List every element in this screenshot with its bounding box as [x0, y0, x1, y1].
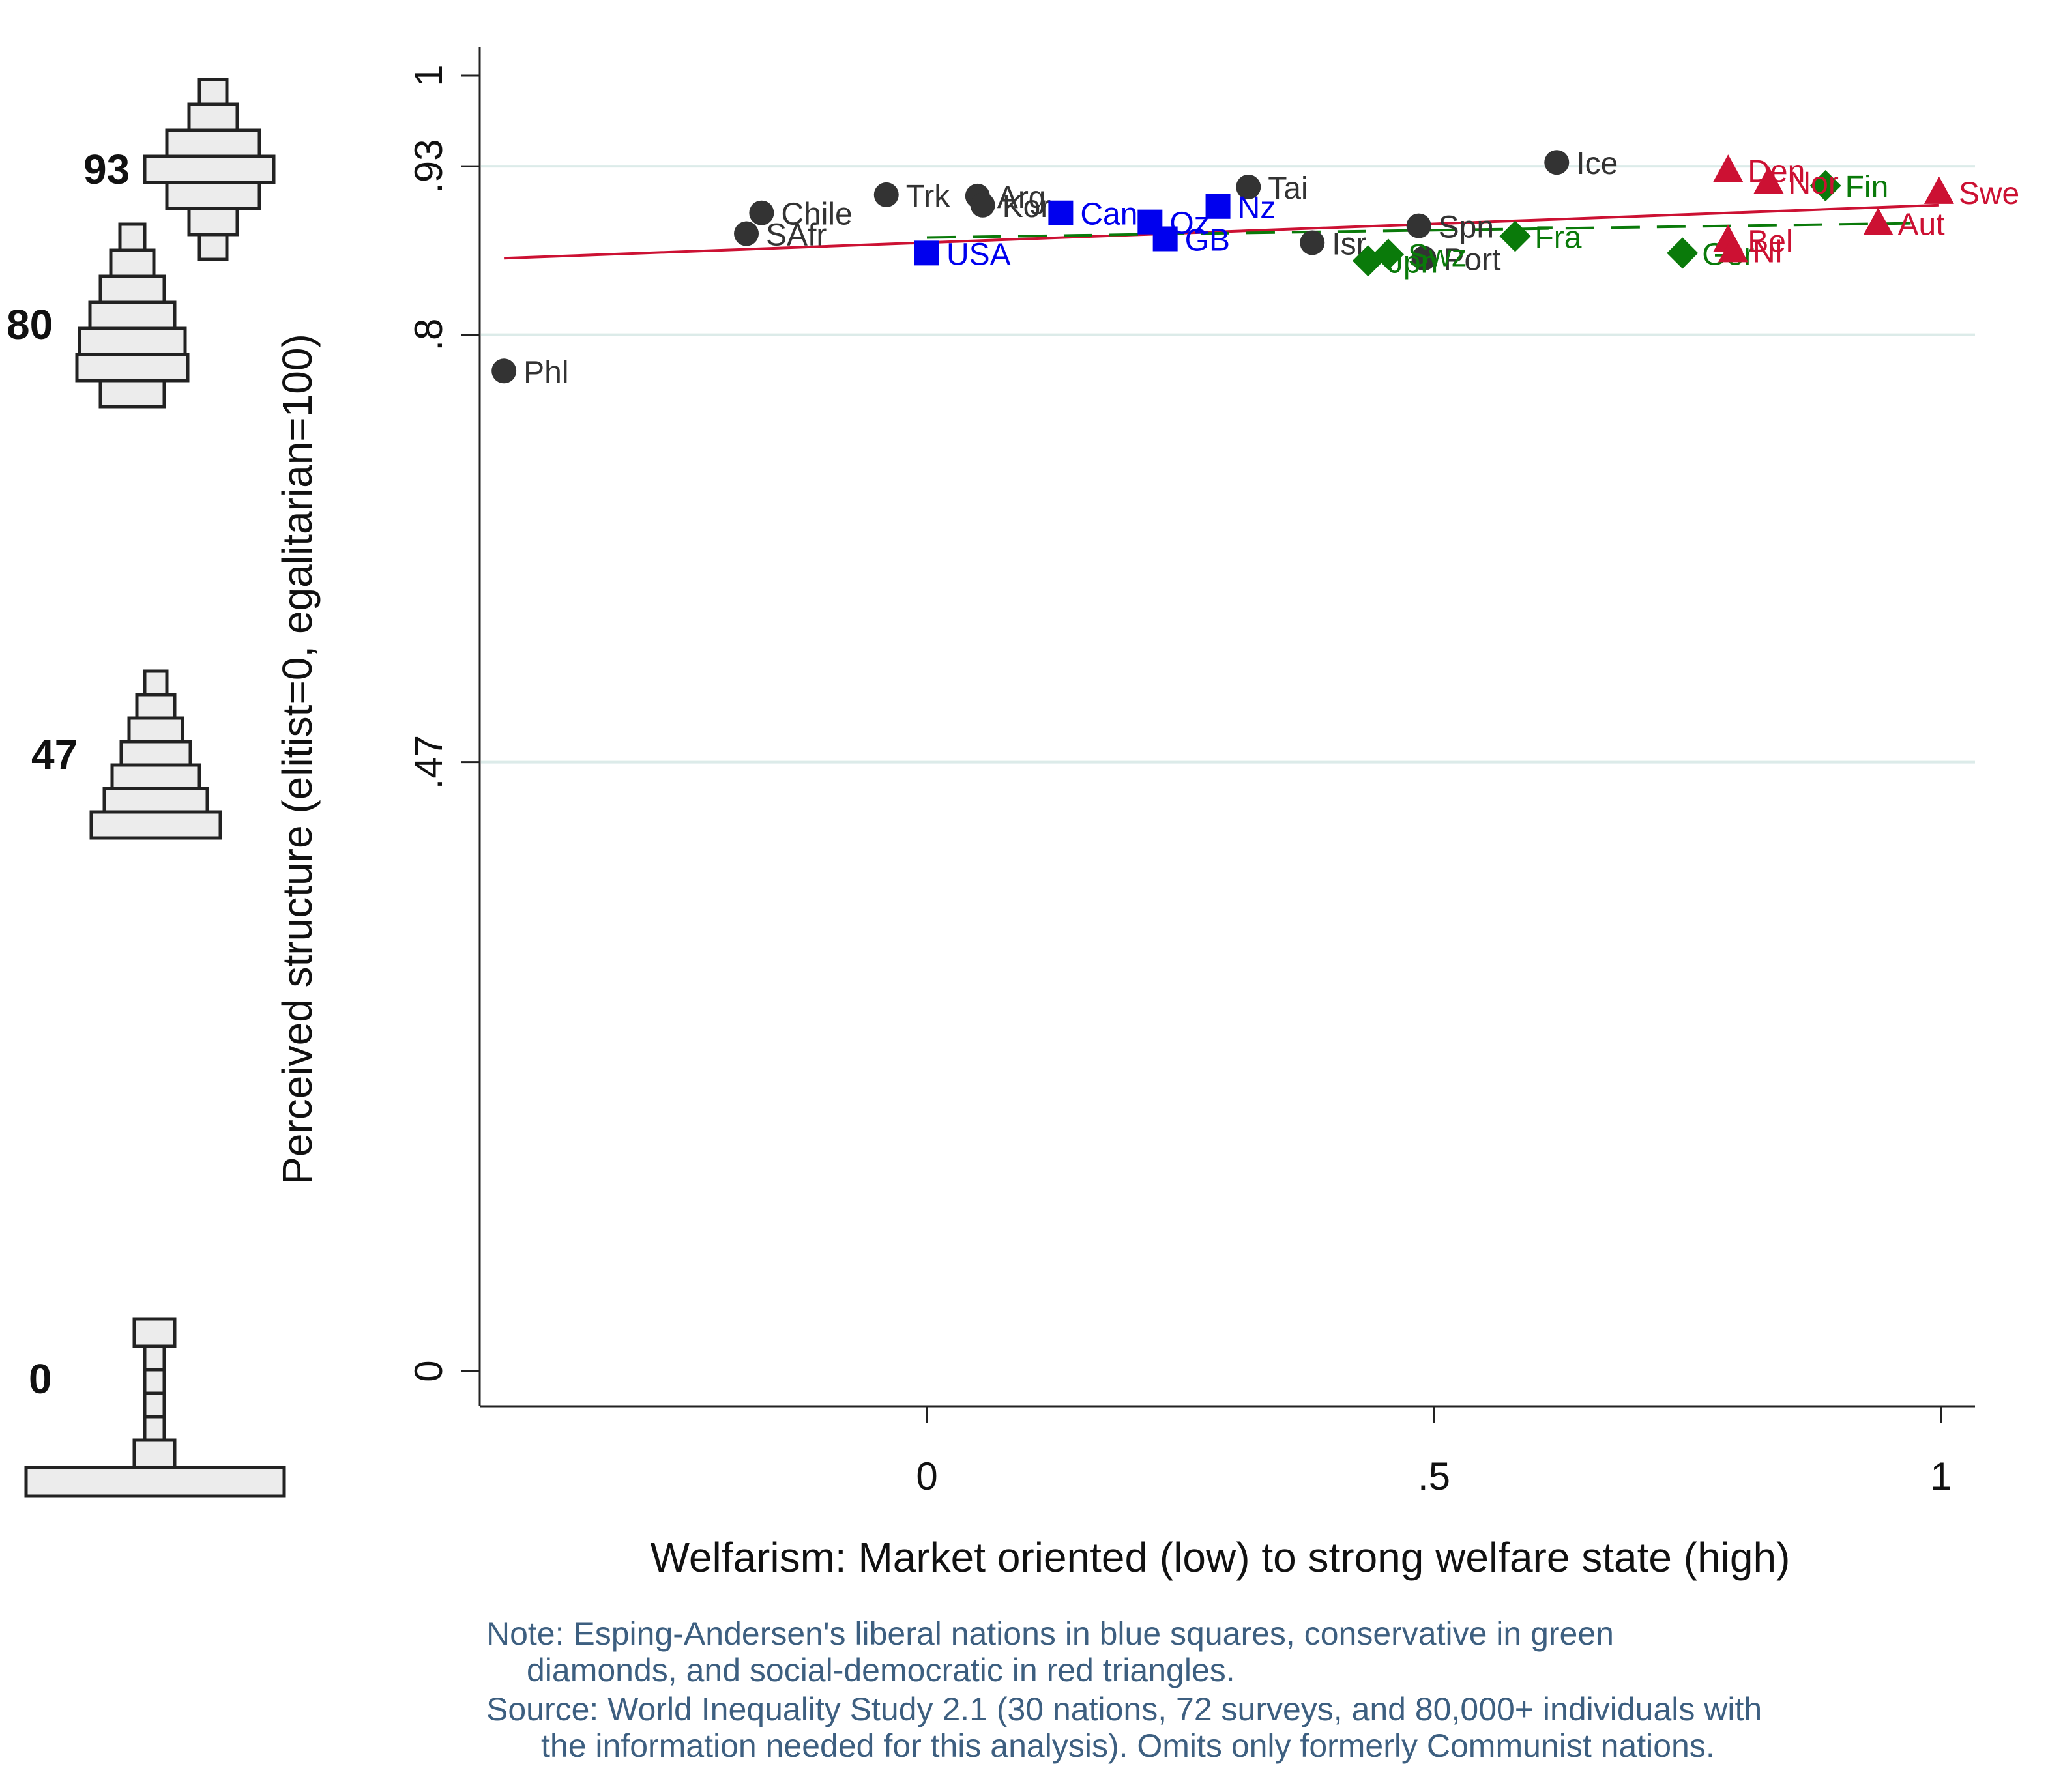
pyramid-47-icon: [89, 669, 222, 840]
point-bel-label: Bel: [1748, 224, 1792, 259]
point-swe-label: Swe: [1959, 177, 2019, 211]
point-den: [1713, 154, 1744, 182]
point-phl-label: Phl: [523, 355, 568, 390]
x-axis-ticks: 0.5 1: [916, 1406, 1952, 1498]
y-tick-label-4: 1: [407, 65, 450, 86]
point-nor: [1753, 166, 1784, 194]
y-tick-label-1: .47: [407, 735, 450, 789]
point-port-label: Port: [1443, 242, 1500, 277]
chart-notes: Note: Esping-Andersen's liberal nations …: [486, 1615, 1762, 1764]
x-tick-label-0: 0: [916, 1454, 937, 1498]
x-tick-label-1: .5: [1418, 1454, 1450, 1498]
point-phl: [491, 358, 517, 384]
point-gb-label: GB: [1185, 223, 1230, 257]
note-line-1: Note: Esping-Andersen's liberal nations …: [486, 1615, 1614, 1652]
fit-line-1: [926, 222, 1911, 239]
point-spn: [1406, 213, 1431, 238]
point-arg-label: Arg: [997, 181, 1046, 215]
pyramid-80-icon: [75, 222, 190, 409]
point-fin: [1809, 169, 1841, 201]
point-ger: [1667, 237, 1699, 269]
point-safr: [734, 221, 759, 246]
point-nz-label: Nz: [1238, 191, 1276, 225]
point-tai-label: Tai: [1268, 171, 1308, 206]
y-axis-ticks: 0 .47 .8 .93 1: [407, 65, 480, 1382]
point-trk: [873, 182, 899, 207]
y-tick-label-0: 0: [407, 1360, 450, 1381]
point-nl-label: Nl: [1753, 235, 1782, 269]
pyramid-illustrations: [24, 78, 286, 1498]
point-chile: [749, 200, 774, 225]
pyramid-93-icon: [143, 78, 276, 261]
point-gb: [1152, 226, 1178, 252]
point-usa-label: USA: [946, 237, 1011, 272]
point-ice-label: Ice: [1576, 147, 1618, 181]
point-aut: [1863, 207, 1894, 235]
point-usa: [914, 240, 939, 266]
x-tick-label-2: 1: [1930, 1454, 1952, 1498]
point-fin-label: Fin: [1845, 170, 1889, 205]
point-nl: [1718, 235, 1749, 263]
point-aut-label: Aut: [1898, 208, 1945, 242]
fit-lines: [504, 203, 1939, 260]
point-swz-label: Swz: [1408, 238, 1467, 273]
pyramid-label-47: 47: [31, 731, 78, 778]
point-isr: [1300, 230, 1325, 255]
point-tai: [1236, 174, 1261, 199]
point-can-label: Can: [1080, 197, 1137, 232]
y-tick-label-3: .93: [407, 139, 450, 193]
point-nz: [1205, 194, 1231, 219]
pyramid-label-0: 0: [29, 1355, 52, 1402]
point-swz: [1372, 238, 1404, 270]
point-chile-label: Chile: [781, 197, 852, 232]
point-fra-label: Fra: [1534, 221, 1581, 255]
point-spn-label: Spn: [1439, 210, 1494, 245]
pyramid-0-icon: [24, 1317, 286, 1498]
note-line-3: Source: World Inequality Study 2.1 (30 n…: [486, 1691, 1762, 1727]
x-axis-title: Welfarism: Market oriented (low) to stro…: [651, 1534, 1791, 1581]
pyramid-labels: 93 80 47 0: [7, 146, 130, 1402]
point-nor-label: Nor: [1788, 166, 1838, 201]
y-tick-label-2: .8: [407, 319, 450, 351]
pyramid-label-93: 93: [83, 146, 130, 193]
point-swe: [1924, 176, 1954, 204]
point-trk-label: Trk: [906, 179, 951, 214]
note-line-2: diamonds, and social-democratic in red t…: [527, 1652, 1235, 1688]
point-fra: [1499, 220, 1531, 252]
pyramid-label-80: 80: [7, 301, 53, 348]
point-can: [1048, 200, 1074, 225]
point-ice: [1544, 150, 1570, 175]
point-port: [1411, 246, 1437, 271]
point-kor: [970, 192, 995, 218]
point-kor-label: Kor: [1002, 190, 1051, 224]
point-safr-label: SAfr: [766, 218, 827, 253]
fit-line-0: [504, 203, 1939, 260]
y-axis-title: Perceived structure (elitist=0, egalitar…: [274, 334, 321, 1185]
note-line-4: the information needed for this analysis…: [541, 1727, 1715, 1764]
